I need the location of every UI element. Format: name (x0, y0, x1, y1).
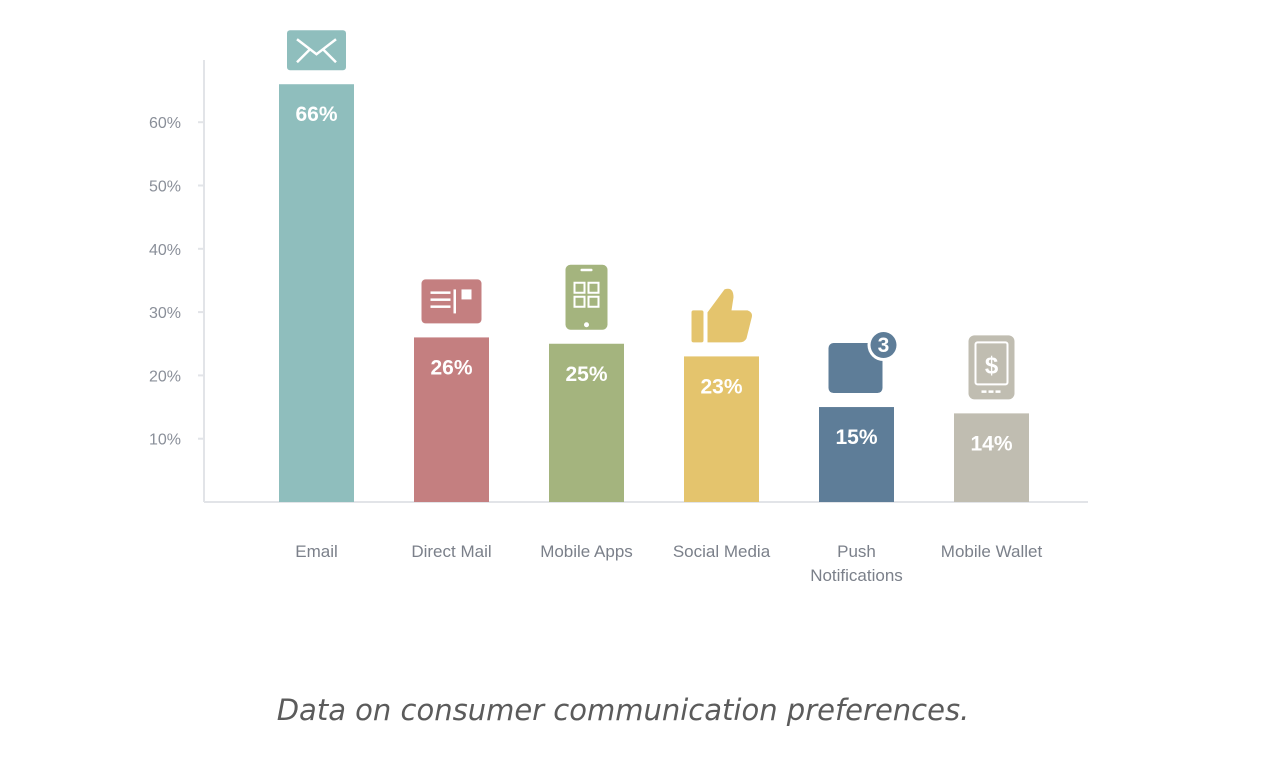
y-tick-label: 50% (149, 179, 181, 196)
thumb-cuff (691, 310, 704, 343)
bar-value-label: 25% (565, 363, 607, 386)
badge-circle (870, 332, 897, 359)
bar (954, 413, 1029, 502)
bar (414, 337, 489, 502)
newspaper-divider (453, 289, 456, 314)
chart: 10% 20% 30% 40% 50% 60% 66% Email 26% Direct Mail… (149, 30, 1088, 585)
envelope-icon (287, 30, 346, 71)
newspaper-line (430, 305, 451, 308)
bar-value-label: 15% (835, 426, 877, 449)
x-category-label: Social Media (673, 542, 771, 561)
x-category-label: Mobile Wallet (941, 542, 1043, 561)
notification-badge-icon: 3 (828, 329, 900, 394)
notification-box (828, 343, 883, 394)
newspaper-line (430, 298, 451, 301)
bar-value-label: 66% (295, 103, 337, 126)
bar-value-label: 26% (430, 356, 472, 379)
x-category-label: Notifications (810, 566, 903, 585)
y-tick-label: 20% (149, 368, 181, 385)
bar (819, 407, 894, 502)
dollar-sign: $ (985, 352, 999, 379)
y-tick-label: 30% (149, 305, 181, 322)
wallet-dot (988, 390, 994, 393)
newspaper-stamp (461, 289, 472, 300)
x-category-label: Push (837, 542, 876, 561)
wallet-dot (981, 390, 987, 393)
newspaper-icon (421, 279, 482, 324)
app-tile (587, 281, 600, 294)
bar (279, 84, 354, 502)
y-tick-label: 40% (149, 242, 181, 259)
phone-button (584, 322, 589, 328)
bar-chart: 10% 20% 30% 40% 50% 60% 66% Email 26% Direct Mail… (149, 30, 1088, 585)
x-category-label: Mobile Apps (540, 542, 633, 561)
x-category-label: Direct Mail (411, 542, 491, 561)
app-tile (573, 281, 586, 294)
bar-value-label: 14% (970, 432, 1012, 455)
y-tick-label: 10% (149, 432, 181, 449)
y-tick-label: 60% (149, 115, 181, 132)
chart-caption: Data on consumer communication preferenc… (276, 693, 970, 727)
notification-badge-count: 3 (878, 334, 890, 357)
bar (684, 356, 759, 502)
wallet-dot (995, 390, 1001, 393)
envelope-fold-left (296, 48, 311, 64)
envelope-fold-right (322, 48, 337, 64)
thumbs-up-icon (691, 288, 752, 343)
phone-speaker (580, 268, 593, 272)
envelope-flap (296, 38, 337, 56)
smartphone-apps-icon (565, 264, 608, 330)
mobile-wallet-icon: $ (968, 335, 1015, 400)
app-tile (587, 295, 600, 308)
thumb-hand (707, 288, 752, 343)
phone-body (565, 264, 608, 330)
bar-value-label: 23% (700, 375, 742, 398)
bar (549, 343, 624, 502)
app-tile (573, 295, 586, 308)
newspaper-line (430, 291, 451, 294)
x-category-label: Email (295, 542, 338, 561)
newspaper-body (421, 279, 482, 324)
envelope-body (287, 30, 346, 71)
wallet-screen (974, 341, 1009, 386)
